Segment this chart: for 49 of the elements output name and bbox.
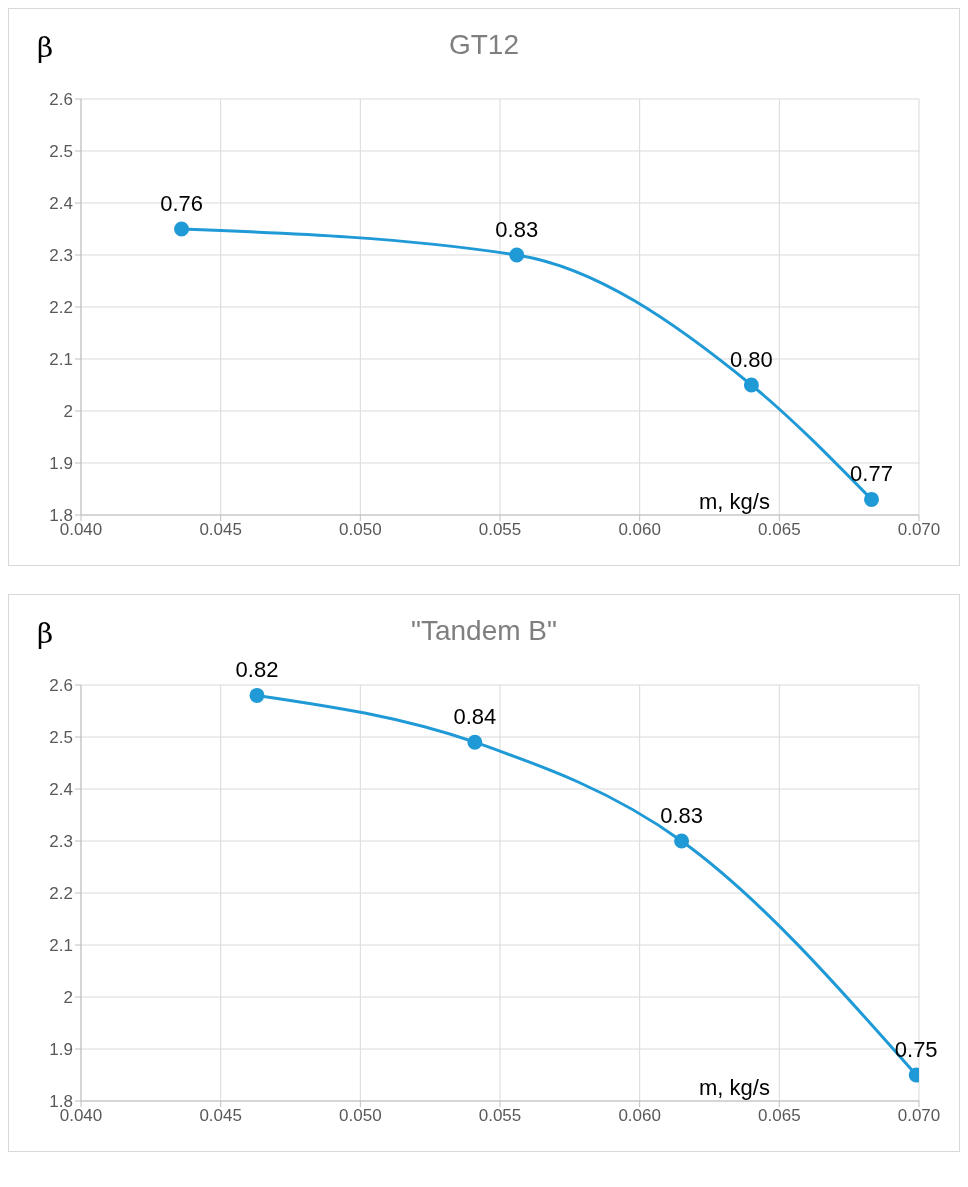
point	[674, 833, 690, 849]
y-tick-label: 2.2	[49, 298, 73, 318]
y-axis-title: β	[37, 31, 54, 64]
point	[249, 687, 265, 703]
x-tick-label: 0.055	[478, 1106, 522, 1126]
point	[174, 221, 190, 237]
y-tick-label: 1.9	[49, 454, 73, 474]
point	[864, 491, 880, 507]
x-tick-label: 0.065	[758, 520, 801, 540]
x-tick-label: 0.070	[897, 1106, 941, 1126]
chart-title: GT12	[448, 29, 520, 60]
x-tick-label: 0.045	[199, 520, 242, 540]
annotation: 0.80	[729, 347, 773, 372]
annotation: 0.83	[495, 217, 539, 242]
x-tick-label: 0.060	[618, 520, 661, 540]
x-tick-label: 0.050	[339, 520, 382, 540]
y-tick-label: 2.5	[49, 728, 73, 748]
x-tick-label: 0.065	[758, 1106, 801, 1126]
x-axis-title: m, kg/s	[699, 489, 770, 515]
y-tick-label: 2.6	[49, 90, 73, 110]
y-tick-label: 2.1	[49, 350, 73, 370]
y-tick-label: 2	[63, 988, 73, 1008]
y-tick-label: 2.3	[49, 832, 73, 852]
y-tick-label: 1.9	[49, 1040, 73, 1060]
chart-title: "Tandem B"	[411, 615, 557, 646]
x-tick-label: 0.050	[339, 1106, 382, 1126]
y-axis-title: β	[37, 617, 54, 650]
annotation: 0.76	[160, 191, 203, 216]
point	[743, 377, 759, 393]
annotation: 0.75	[894, 1037, 938, 1062]
annotation: 0.83	[660, 803, 703, 828]
y-tick-label: 2	[63, 402, 73, 422]
y-tick-label: 2.4	[49, 194, 73, 214]
y-tick-label: 2.3	[49, 246, 73, 266]
x-tick-label: 0.060	[618, 1106, 661, 1126]
x-tick-label: 0.045	[199, 1106, 242, 1126]
annotation: 0.77	[850, 461, 893, 487]
y-tick-label: 2.2	[49, 884, 73, 904]
y-tick-label: 2.5	[49, 142, 73, 162]
annotation: 0.84	[453, 704, 497, 730]
y-tick-label: 2.4	[49, 780, 73, 800]
x-tick-label: 0.055	[478, 520, 522, 540]
x-axis-title: m, kg/s	[699, 1075, 770, 1101]
annotation: 0.82	[235, 657, 279, 683]
y-tick-label: 2.6	[49, 676, 73, 696]
point	[509, 247, 525, 263]
y-tick-label: 2.1	[49, 936, 73, 956]
point	[467, 734, 483, 750]
x-tick-label: 0.070	[897, 520, 941, 540]
